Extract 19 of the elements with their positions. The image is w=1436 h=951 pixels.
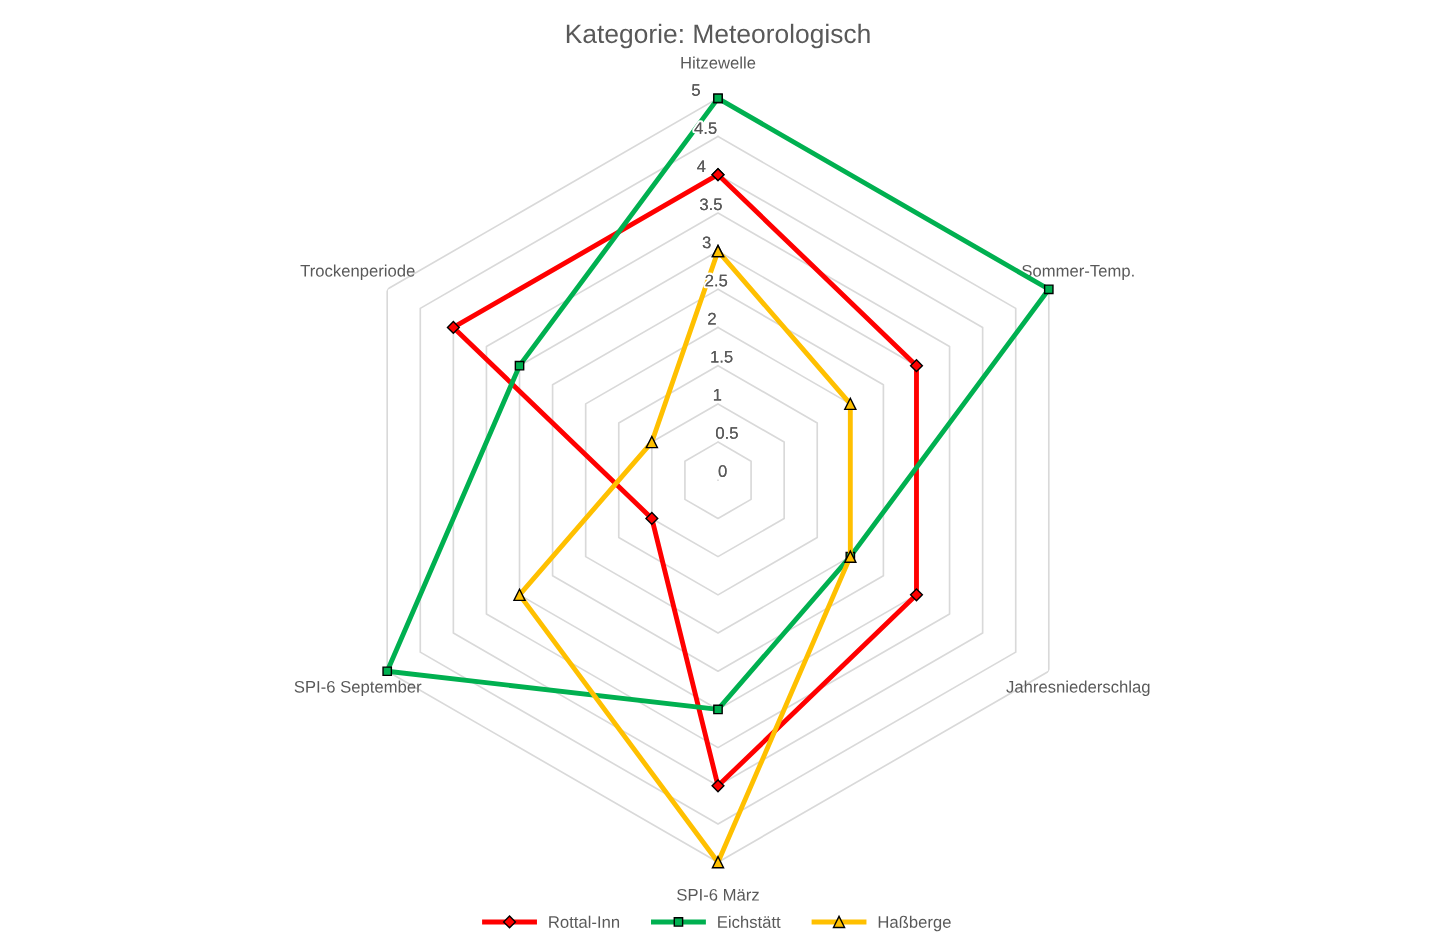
y-tick-label: 1.5 <box>711 351 733 363</box>
chart-title: Kategorie: Meteorologisch <box>566 23 870 49</box>
y-tick-label: 5 <box>692 84 700 96</box>
spoke-label: SPI-6 März <box>677 888 759 901</box>
y-tick-label: 0 <box>718 465 727 477</box>
y-tick-label: 3.5 <box>699 198 722 211</box>
y-tick-label: 4 <box>697 160 706 172</box>
y-tick-label: 2 <box>708 312 716 325</box>
y-tick-label: 1 <box>713 389 722 401</box>
spoke-label: Trockenperiode <box>300 264 415 281</box>
spoke-label: Hitzewelle <box>681 56 756 69</box>
y-tick-label: 3 <box>702 236 711 249</box>
spoke-label: Jahresniederschlag <box>1006 680 1150 697</box>
spoke-label: Sommer-Temp. <box>1022 264 1134 281</box>
legend-label: Eichstätt <box>718 915 781 928</box>
legend-label: Haßberge <box>878 915 951 932</box>
y-tick-label: 0.5 <box>715 427 738 439</box>
spoke-label: SPI-6 September <box>294 680 422 697</box>
legend-label: Rottal-Inn <box>549 915 620 928</box>
